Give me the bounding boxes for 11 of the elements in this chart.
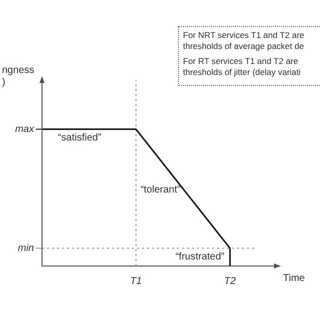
text: For NRT services T1 and T2 are thresholds of average packet de [183,30,306,52]
x-axis-title: Time [283,272,306,284]
ref-line-label: min [18,243,34,254]
ref-line-label: max [15,124,35,136]
annotation: “tolerant” [140,184,180,196]
x-tick-label: T2 [224,276,236,287]
x-tick-label: T1 [130,276,142,287]
y-axis-title: ngness ) [2,64,34,88]
annotation: “satisfied” [58,132,102,144]
annotation: “frustrated” [175,251,224,262]
text: For RT services T1 and T2 are thresholds of jitter (delay variati [183,56,302,78]
